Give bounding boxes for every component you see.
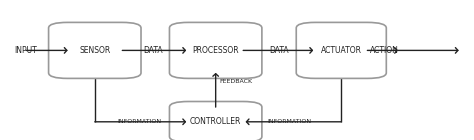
Text: INPUT: INPUT bbox=[14, 46, 37, 55]
Text: FEEDBACK: FEEDBACK bbox=[219, 79, 253, 84]
FancyBboxPatch shape bbox=[48, 22, 141, 78]
Text: DATA: DATA bbox=[269, 46, 289, 55]
FancyBboxPatch shape bbox=[296, 22, 386, 78]
Text: SENSOR: SENSOR bbox=[79, 46, 110, 55]
FancyBboxPatch shape bbox=[170, 102, 262, 140]
Text: CONTROLLER: CONTROLLER bbox=[190, 117, 241, 126]
Text: INFORMATION: INFORMATION bbox=[118, 119, 162, 124]
Text: ACTUATOR: ACTUATOR bbox=[321, 46, 362, 55]
Text: ACTION: ACTION bbox=[370, 46, 399, 55]
Text: PROCESSOR: PROCESSOR bbox=[192, 46, 239, 55]
Text: INFORMATION: INFORMATION bbox=[267, 119, 311, 124]
FancyBboxPatch shape bbox=[170, 22, 262, 78]
Text: DATA: DATA bbox=[143, 46, 163, 55]
